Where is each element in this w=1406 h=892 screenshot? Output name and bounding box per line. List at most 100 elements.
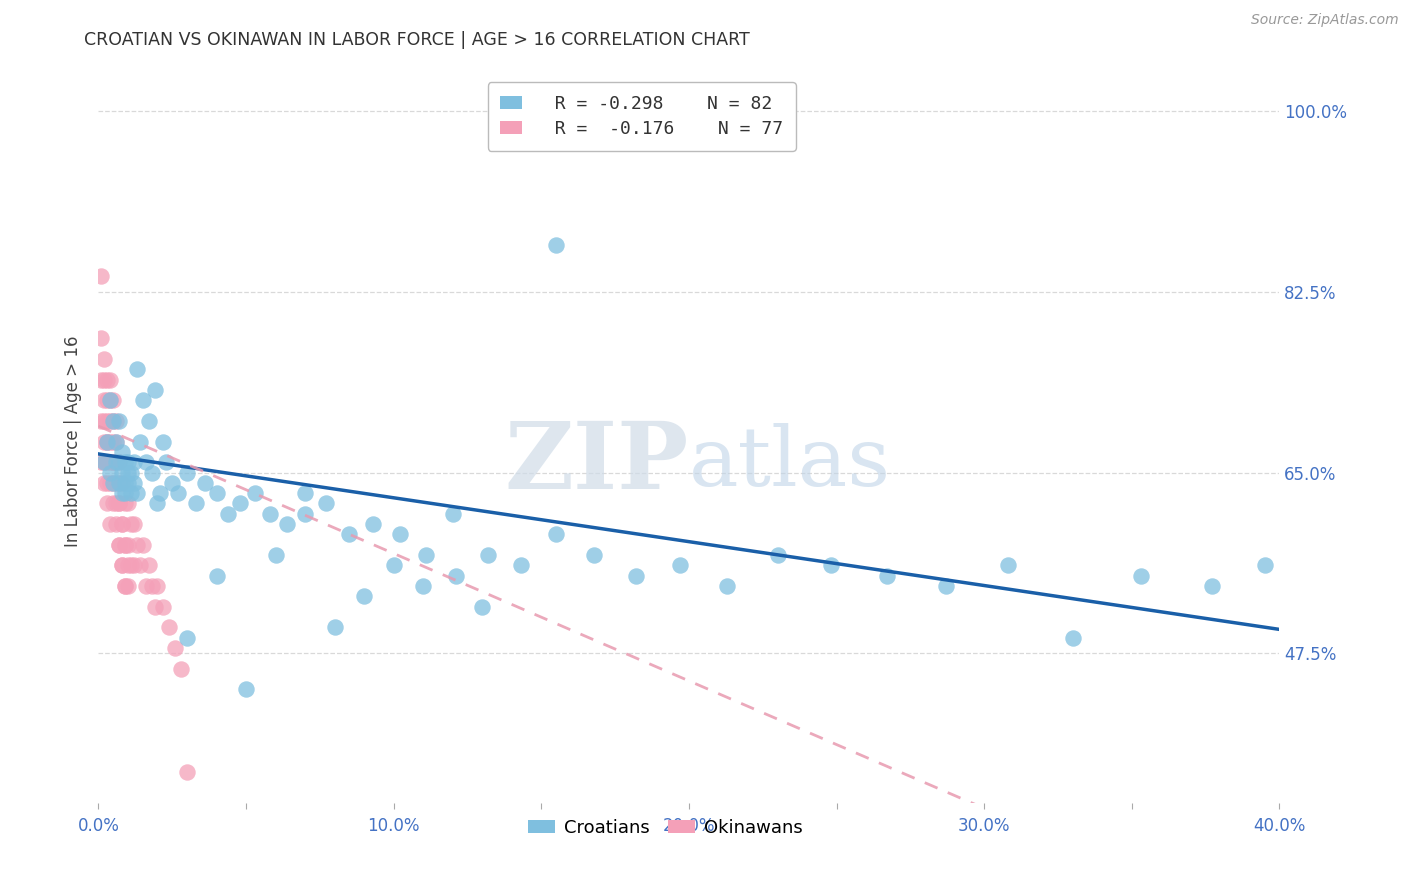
Point (105, 434, 128, 449)
Point (117, 538, 139, 552)
Point (114, 486, 136, 500)
Point (766, 548, 789, 562)
Point (103, 455, 125, 469)
Point (90, 373, 112, 387)
Point (114, 496, 136, 510)
Point (96, 455, 118, 469)
Point (120, 517, 142, 532)
Point (170, 662, 193, 676)
Point (294, 486, 316, 500)
Point (96, 434, 118, 449)
Point (138, 414, 160, 428)
Point (1201, 579, 1223, 593)
Point (143, 383, 166, 397)
Point (1062, 631, 1084, 645)
Point (444, 568, 467, 582)
Point (184, 496, 207, 510)
Point (108, 496, 131, 510)
Point (382, 558, 405, 573)
Point (149, 486, 172, 500)
Point (103, 475, 125, 490)
Point (143, 599, 166, 614)
Point (339, 527, 361, 541)
Point (624, 568, 647, 582)
Point (243, 486, 266, 500)
Point (1254, 558, 1277, 573)
Point (98, 434, 121, 449)
Point (157, 620, 180, 634)
Point (235, 682, 257, 697)
Point (98, 455, 121, 469)
Point (93, 351, 115, 366)
Y-axis label: In Labor Force | Age > 16: In Labor Force | Age > 16 (65, 335, 83, 548)
Point (117, 455, 139, 469)
Point (108, 455, 131, 469)
Point (98, 373, 121, 387)
Text: atlas: atlas (689, 423, 891, 503)
Point (323, 620, 346, 634)
Point (194, 475, 217, 490)
Point (176, 631, 198, 645)
Point (111, 466, 134, 480)
Point (105, 414, 128, 428)
Point (1129, 568, 1152, 582)
Point (997, 558, 1019, 573)
Point (120, 466, 142, 480)
Point (93, 414, 115, 428)
Point (90, 331, 112, 345)
Point (546, 527, 568, 541)
Point (96, 434, 118, 449)
Point (669, 558, 692, 573)
Point (353, 590, 375, 604)
Point (114, 538, 136, 552)
Point (117, 579, 139, 593)
Point (122, 558, 145, 573)
Point (138, 558, 160, 573)
Point (132, 393, 155, 408)
Point (276, 517, 298, 532)
Legend: Croatians, Okinawans: Croatians, Okinawans (520, 812, 810, 845)
Point (114, 475, 136, 490)
Point (876, 568, 898, 582)
Point (935, 579, 957, 593)
Point (108, 414, 131, 428)
Point (205, 568, 228, 582)
Point (111, 475, 134, 490)
Point (128, 558, 150, 573)
Point (415, 548, 437, 562)
Point (93, 373, 115, 387)
Point (98, 393, 121, 408)
Point (93, 434, 115, 449)
Point (103, 414, 125, 428)
Point (546, 238, 568, 252)
Point (111, 558, 134, 573)
Point (90, 455, 112, 469)
Point (108, 496, 131, 510)
Point (165, 640, 187, 655)
Point (114, 538, 136, 552)
Point (122, 455, 145, 469)
Point (98, 475, 121, 490)
Point (117, 558, 139, 573)
Point (155, 455, 177, 469)
Point (105, 517, 128, 532)
Point (141, 579, 163, 593)
Point (388, 527, 411, 541)
Point (111, 517, 134, 532)
Point (103, 475, 125, 490)
Point (167, 486, 190, 500)
Point (108, 475, 131, 490)
Point (441, 507, 464, 521)
Point (93, 393, 115, 408)
Point (90, 269, 112, 284)
Point (96, 475, 118, 490)
Point (361, 517, 384, 532)
Point (125, 486, 148, 500)
Point (117, 466, 139, 480)
Point (471, 599, 494, 614)
Point (108, 475, 131, 490)
Point (93, 455, 115, 469)
Point (509, 558, 531, 573)
Point (229, 496, 252, 510)
Point (98, 517, 121, 532)
